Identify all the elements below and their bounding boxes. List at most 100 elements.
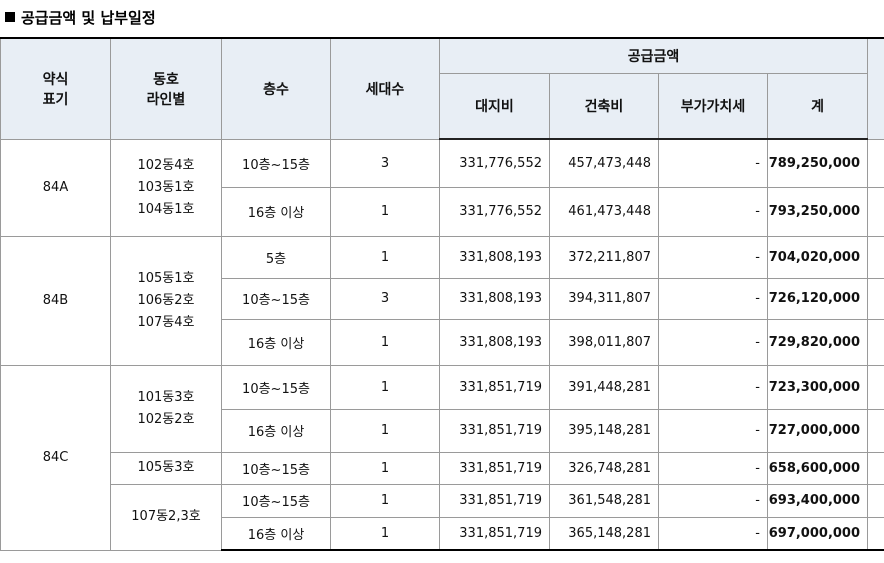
total-cell: 789,250,000: [766, 138, 869, 188]
vat-cell: -: [658, 483, 768, 518]
price-table-wrapper: 약식 표기 동호 라인별 층수 세대수 공급금액 대지비 건축비 부가가치세 계…: [0, 37, 884, 563]
header-supply-group: 공급금액: [438, 37, 869, 74]
building-cell: 398,011,807: [549, 318, 659, 366]
overflow-cell: [867, 277, 884, 320]
floor-cell: 10층~15층: [221, 451, 331, 485]
dong-cell: 102동4호 103동1호 104동1호: [110, 138, 222, 237]
header-households: 세대수: [330, 37, 440, 140]
land-cell: 331,851,719: [439, 483, 550, 518]
households-cell: 1: [330, 186, 440, 237]
vat-cell: -: [658, 516, 768, 551]
households-cell: 1: [330, 483, 440, 518]
total-cell: 729,820,000: [766, 318, 869, 366]
total-cell: 704,020,000: [766, 235, 869, 279]
building-cell: 372,211,807: [549, 235, 659, 279]
floor-cell: 10층~15층: [221, 277, 331, 320]
dong-cell: 101동3호 102동2호: [110, 364, 222, 453]
table-row: 84A 102동4호 103동1호 104동1호 10층~15층 3 331,7…: [0, 138, 884, 237]
vat-cell: -: [658, 138, 768, 188]
header-overflow-column: [867, 37, 884, 140]
households-cell: 1: [330, 451, 440, 485]
households-cell: 3: [330, 277, 440, 320]
land-cell: 331,776,552: [439, 138, 550, 188]
dong-cell: 105동1호 106동2호 107동4호: [110, 235, 222, 366]
header-row-1: 약식 표기 동호 라인별 층수 세대수 공급금액: [0, 37, 884, 140]
building-cell: 361,548,281: [549, 483, 659, 518]
building-cell: 391,448,281: [549, 364, 659, 410]
table-row: 16층 이상 1 331,851,719 365,148,281 - 697,0…: [1, 516, 884, 551]
table-row: 16층 이상 1 331,851,719 395,148,281 - 727,0…: [1, 408, 884, 453]
type-cell: 84A: [0, 138, 111, 237]
section-title-text: 공급금액 및 납부일정: [21, 8, 156, 27]
total-cell: 723,300,000: [766, 364, 869, 410]
overflow-cell: [867, 364, 884, 410]
building-cell: 365,148,281: [549, 516, 659, 551]
vat-cell: -: [658, 364, 768, 410]
total-cell: 697,000,000: [766, 516, 869, 551]
table-row: 16층 이상 1 331,808,193 398,011,807 - 729,8…: [1, 318, 884, 366]
section-title: 공급금액 및 납부일정: [5, 4, 156, 30]
land-cell: 331,808,193: [439, 235, 550, 279]
building-cell: 394,311,807: [549, 277, 659, 320]
floor-cell: 16층 이상: [221, 408, 331, 453]
land-cell: 331,851,719: [439, 451, 550, 485]
header-vat: 부가가치세: [658, 72, 768, 140]
households-cell: 1: [330, 318, 440, 366]
building-cell: 461,473,448: [549, 186, 659, 237]
table-row: 84C 101동3호 102동2호 10층~15층 1 331,851,719 …: [0, 364, 884, 551]
overflow-cell: [867, 138, 884, 188]
overflow-cell: [867, 408, 884, 453]
floor-cell: 10층~15층: [221, 483, 331, 518]
header-row-2: 대지비 건축비 부가가치세 계: [1, 72, 884, 140]
overflow-cell: [867, 235, 884, 279]
total-cell: 726,120,000: [766, 277, 869, 320]
supply-price-table: 약식 표기 동호 라인별 층수 세대수 공급금액 대지비 건축비 부가가치세 계…: [0, 37, 884, 551]
type-cell: 84B: [0, 235, 111, 366]
households-cell: 3: [330, 138, 440, 188]
table-row: 84B 105동1호 106동2호 107동4호 5층 1 331,808,19…: [0, 235, 884, 366]
header-land: 대지비: [439, 72, 550, 140]
overflow-cell: [867, 318, 884, 366]
vat-cell: -: [658, 186, 768, 237]
households-cell: 1: [330, 408, 440, 453]
floor-cell: 16층 이상: [221, 516, 331, 551]
total-cell: 658,600,000: [766, 451, 869, 485]
vat-cell: -: [658, 318, 768, 366]
households-cell: 1: [330, 364, 440, 410]
total-cell: 727,000,000: [766, 408, 869, 453]
floor-cell: 16층 이상: [221, 186, 331, 237]
table-row: 105동3호 10층~15층 1 331,851,719 326,748,281…: [1, 451, 884, 485]
dong-cell: 105동3호: [110, 451, 222, 485]
total-cell: 793,250,000: [766, 186, 869, 237]
type-cell: 84C: [0, 364, 111, 551]
header-dong: 동호 라인별: [110, 37, 222, 140]
land-cell: 331,776,552: [439, 186, 550, 237]
land-cell: 331,808,193: [439, 318, 550, 366]
header-total: 계: [766, 72, 869, 140]
vat-cell: -: [658, 277, 768, 320]
floor-cell: 10층~15층: [221, 364, 331, 410]
header-building: 건축비: [549, 72, 659, 140]
building-cell: 457,473,448: [549, 138, 659, 188]
vat-cell: -: [658, 235, 768, 279]
table-row: 107동2,3호 10층~15층 1 331,851,719 361,548,2…: [1, 483, 884, 551]
overflow-cell: [867, 483, 884, 518]
floor-cell: 16층 이상: [221, 318, 331, 366]
header-type: 약식 표기: [0, 37, 111, 140]
floor-cell: 10층~15층: [221, 138, 331, 188]
land-cell: 331,808,193: [439, 277, 550, 320]
land-cell: 331,851,719: [439, 516, 550, 551]
total-cell: 693,400,000: [766, 483, 869, 518]
header-floor: 층수: [221, 37, 331, 140]
overflow-cell: [867, 451, 884, 485]
floor-cell: 5층: [221, 235, 331, 279]
vat-cell: -: [658, 408, 768, 453]
land-cell: 331,851,719: [439, 364, 550, 410]
land-cell: 331,851,719: [439, 408, 550, 453]
dong-cell: 107동2,3호: [110, 483, 222, 551]
building-cell: 395,148,281: [549, 408, 659, 453]
building-cell: 326,748,281: [549, 451, 659, 485]
households-cell: 1: [330, 235, 440, 279]
overflow-cell: [867, 186, 884, 237]
overflow-cell: [867, 516, 884, 551]
